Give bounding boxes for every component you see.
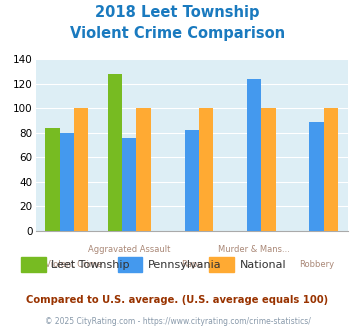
Text: National: National — [240, 260, 286, 270]
Text: All Violent Crime: All Violent Crime — [32, 260, 102, 269]
Bar — [60, 133, 74, 231]
Text: Aggravated Assault: Aggravated Assault — [88, 245, 170, 254]
Text: Robbery: Robbery — [299, 260, 334, 269]
Text: Pennsylvania: Pennsylvania — [148, 260, 221, 270]
Text: 2018 Leet Township: 2018 Leet Township — [95, 5, 260, 20]
Bar — [74, 109, 88, 231]
Bar — [108, 74, 122, 231]
Bar — [122, 138, 136, 231]
Text: Compared to U.S. average. (U.S. average equals 100): Compared to U.S. average. (U.S. average … — [26, 295, 329, 305]
Text: Rape: Rape — [181, 260, 202, 269]
Text: Violent Crime Comparison: Violent Crime Comparison — [70, 26, 285, 41]
Text: © 2025 CityRating.com - https://www.cityrating.com/crime-statistics/: © 2025 CityRating.com - https://www.city… — [45, 317, 310, 326]
Bar — [199, 109, 213, 231]
Bar — [185, 130, 199, 231]
Bar — [45, 128, 60, 231]
Bar — [310, 122, 324, 231]
Text: Murder & Mans...: Murder & Mans... — [218, 245, 290, 254]
Bar — [247, 79, 261, 231]
Bar — [261, 109, 276, 231]
Text: Leet Township: Leet Township — [51, 260, 130, 270]
Bar — [136, 109, 151, 231]
Bar — [324, 109, 338, 231]
